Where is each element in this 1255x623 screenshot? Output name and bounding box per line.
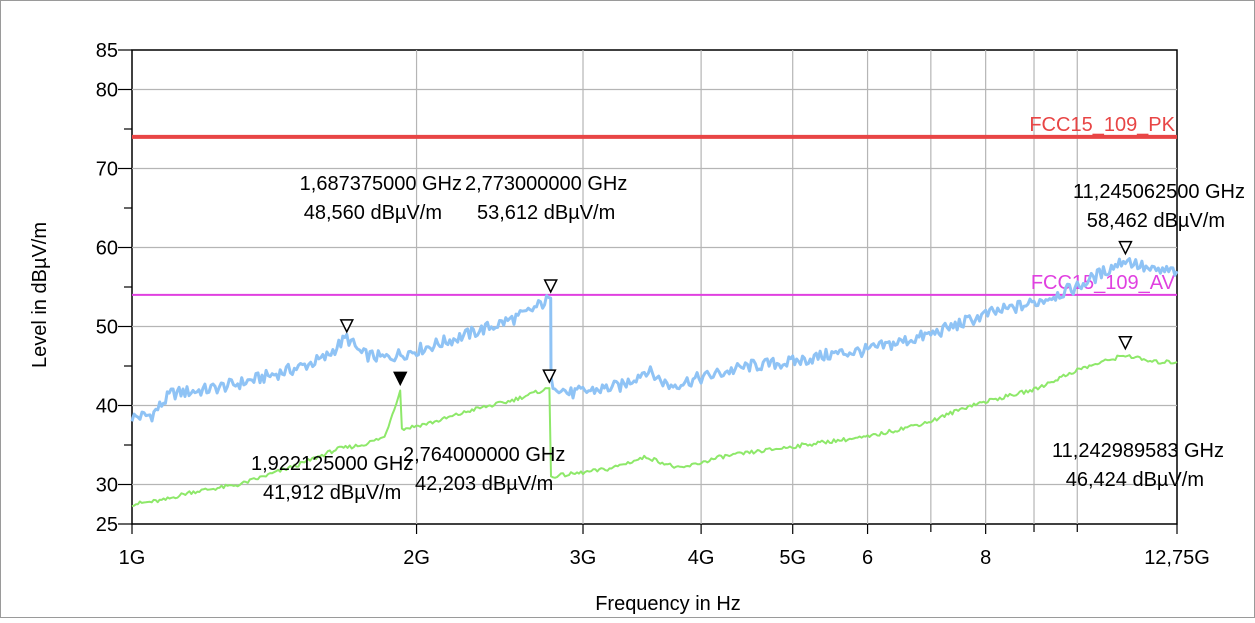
series-line xyxy=(130,257,1179,423)
x-tick-label: 8 xyxy=(980,547,991,569)
marker-triangle xyxy=(1118,336,1133,351)
x-tick-label: 5G xyxy=(779,547,806,569)
marker-frequency-label: 1,687375000 GHz xyxy=(300,173,462,195)
x-tick-label: 4G xyxy=(688,547,715,569)
grid xyxy=(131,49,1178,525)
y-tick-label: 25 xyxy=(96,514,118,536)
marker-level-label: 42,203 dBµV/m xyxy=(415,473,553,495)
x-tick-label: 1G xyxy=(119,547,146,569)
marker-frequency-label: 1,922125000 GHz xyxy=(251,453,413,475)
marker-frequency-label: 2,773000000 GHz xyxy=(465,173,627,195)
marker-level-label: 46,424 dBµV/m xyxy=(1066,469,1204,491)
y-tick-label: 60 xyxy=(96,238,118,260)
y-tick-label: 80 xyxy=(96,80,118,102)
marker-level-label: 58,462 dBµV/m xyxy=(1087,210,1225,232)
x-tick-label: 3G xyxy=(570,547,597,569)
y-tick-label: 85 xyxy=(96,40,118,62)
marker-frequency-label: 11,245062500 GHz xyxy=(1073,181,1245,203)
marker-frequency-label: 2,764000000 GHz xyxy=(403,444,565,466)
marker-triangle xyxy=(542,369,557,384)
marker-triangle xyxy=(1118,240,1133,256)
x-tick-label: 2G xyxy=(403,547,430,569)
marker-level-label: 48,560 dBµV/m xyxy=(304,202,442,224)
axes: 1G 2G 3G 4G 5G 6 8 12,75G 25 30 40 50 60 70 80 85 xyxy=(96,40,1210,569)
y-tick-label: 70 xyxy=(96,159,118,181)
limit-line-label: FCC15_109_PK xyxy=(1029,114,1175,136)
plot-area xyxy=(131,49,1178,525)
marker-triangle xyxy=(543,279,558,294)
markers: 1,687375000 GHz 48,560 dBµV/m 2,773000000 … xyxy=(251,173,1245,504)
marker-level-label: 53,612 dBµV/m xyxy=(477,202,615,224)
y-tick-label: 50 xyxy=(96,317,118,339)
y-tick-label: 40 xyxy=(96,396,118,418)
marker-frequency-label: 11,242989583 GHz xyxy=(1052,440,1224,462)
series-lines xyxy=(130,257,1179,508)
y-axis-label: Level in dBµV/m xyxy=(29,222,51,368)
x-tick-label: 6 xyxy=(862,547,873,569)
marker-triangle xyxy=(339,319,354,334)
y-tick-label: 30 xyxy=(96,475,118,497)
axis-labels: Frequency in Hz Level in dBµV/m xyxy=(29,222,741,615)
marker-level-label: 41,912 dBµV/m xyxy=(263,482,401,504)
series-line xyxy=(131,354,1178,508)
marker-triangle xyxy=(393,371,408,387)
x-tick-label: 12,75G xyxy=(1144,547,1210,569)
x-axis-label: Frequency in Hz xyxy=(595,593,741,615)
